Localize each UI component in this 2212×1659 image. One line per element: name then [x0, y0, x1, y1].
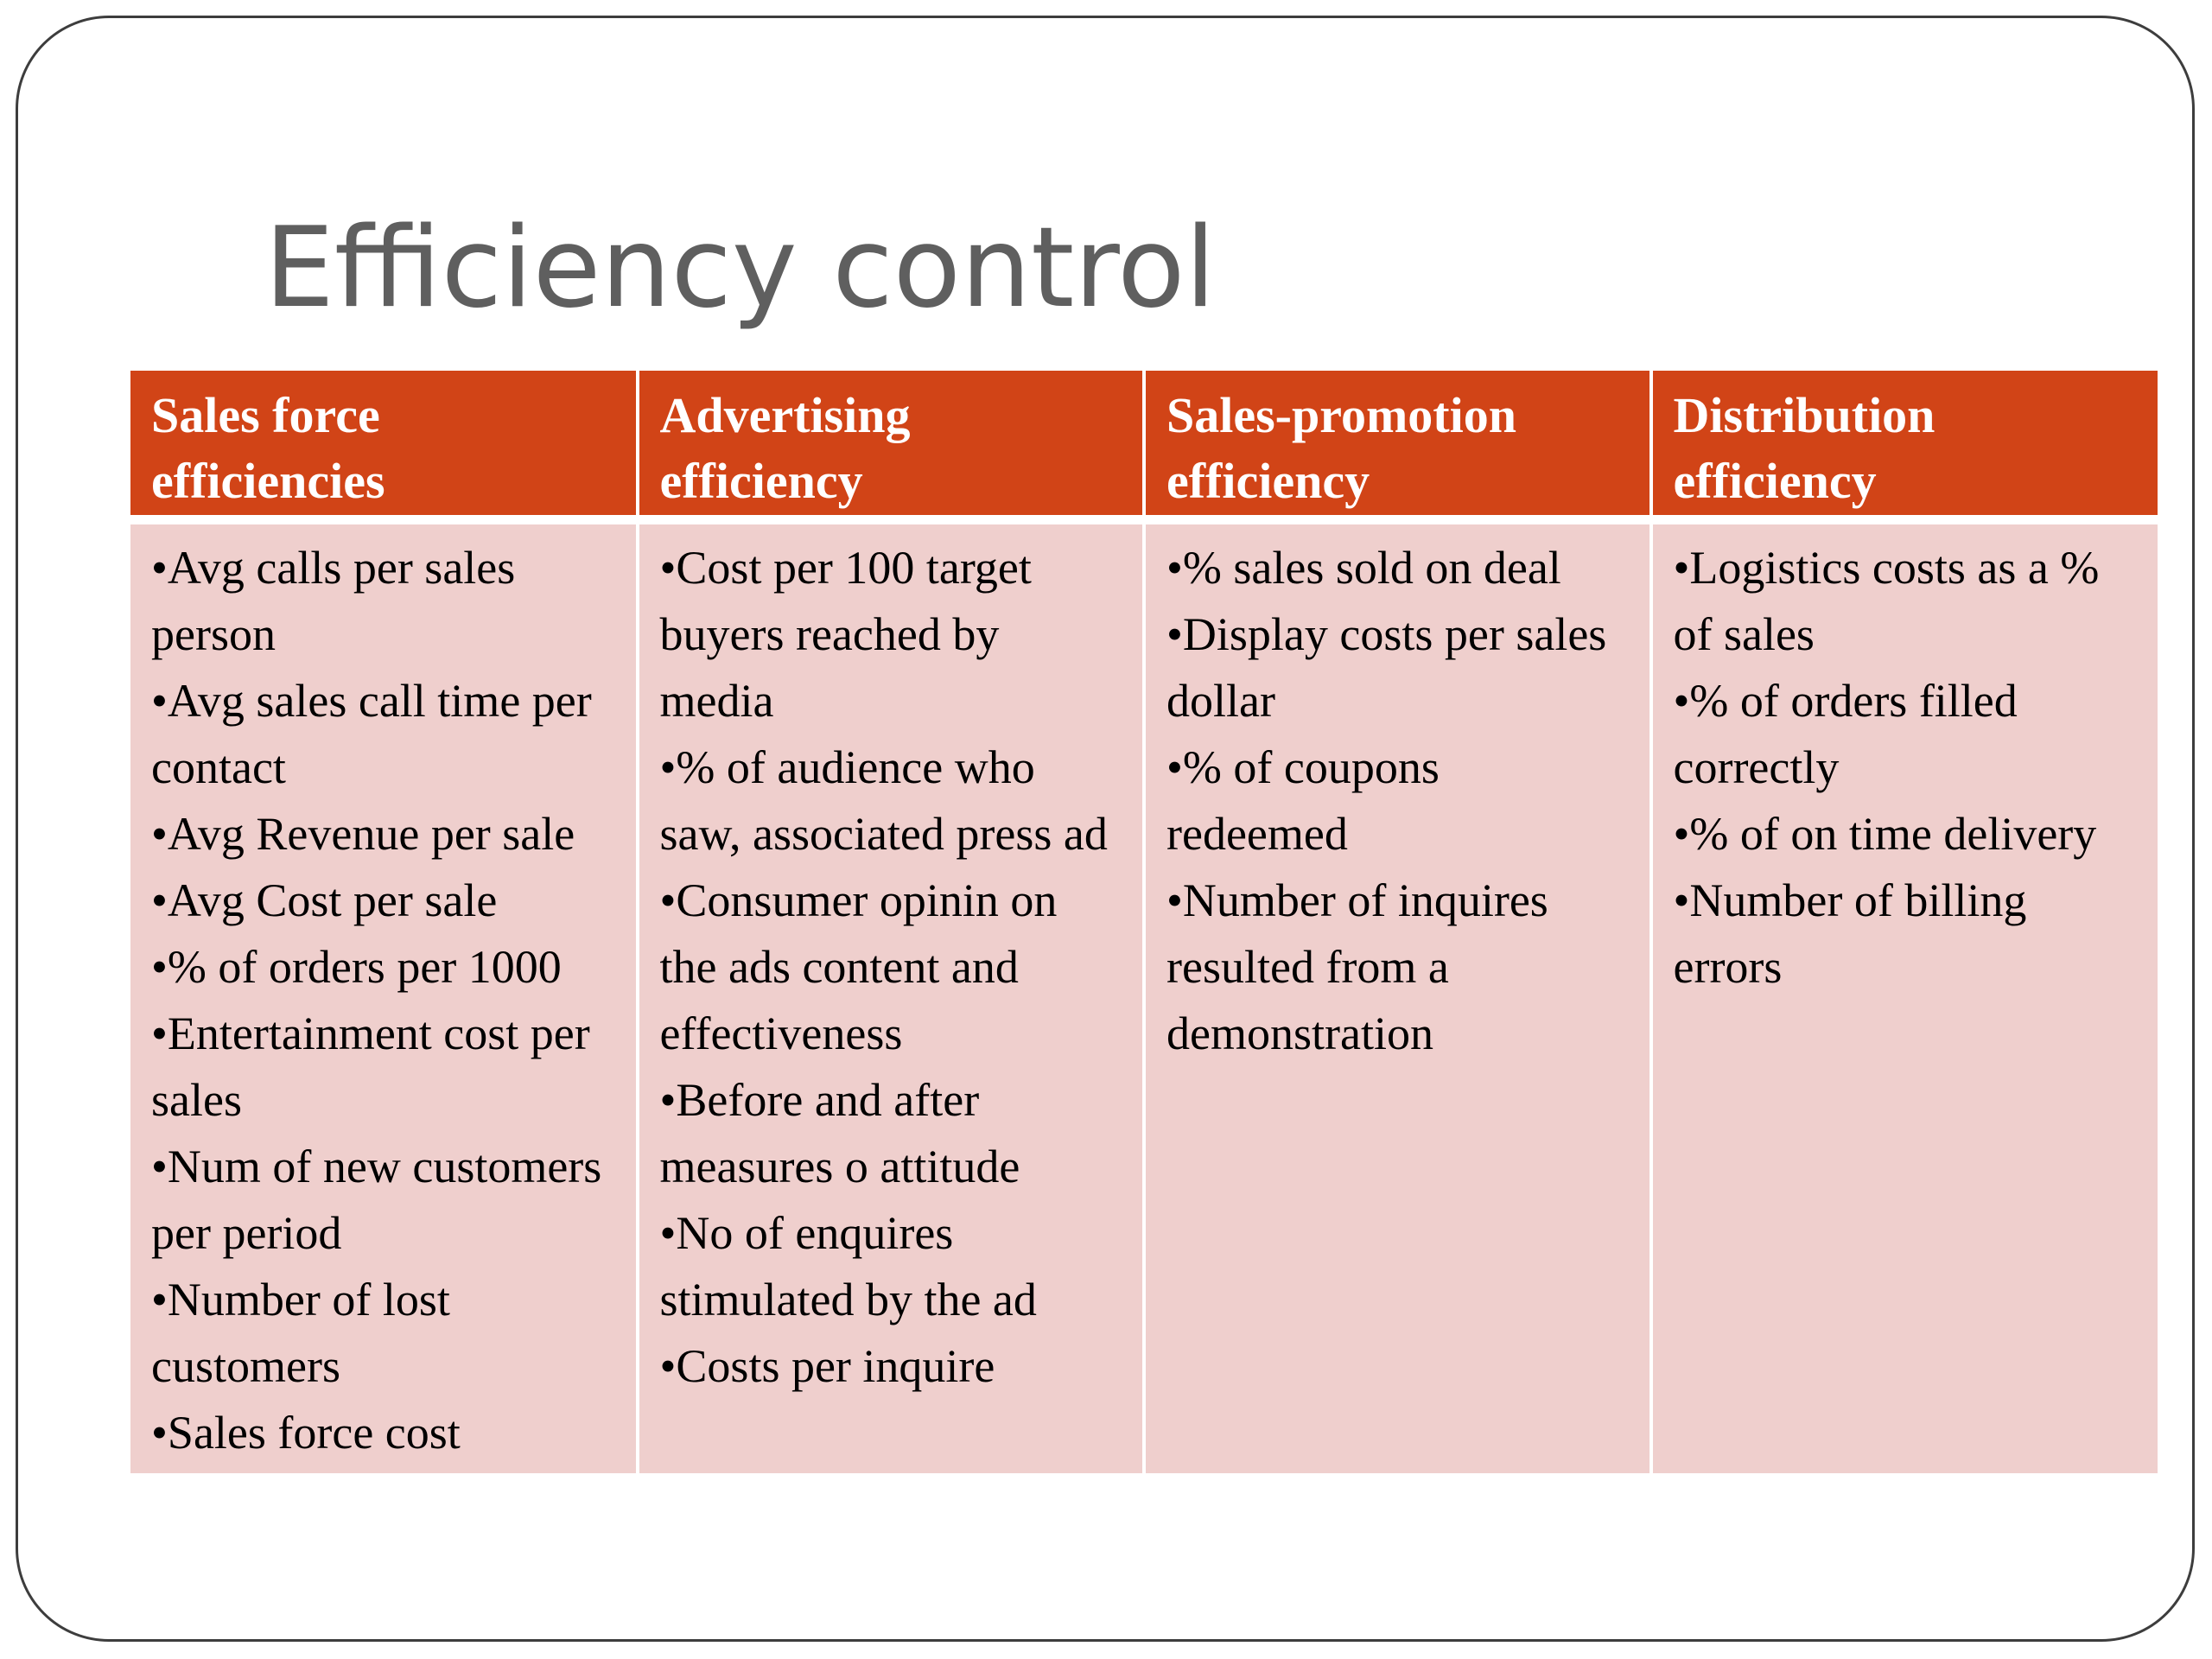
list-item: •Entertainment cost per sales: [151, 1007, 590, 1126]
list-item: •Before and after measures o attitude: [659, 1073, 1020, 1192]
table-header-row: Sales force efficiencies Advertising eff…: [130, 371, 2158, 524]
list-item: •Avg Revenue per sale: [151, 807, 575, 860]
list-item: •Avg sales call time per contact: [151, 674, 592, 793]
table-body-row: •Avg calls per sales person •Avg sales c…: [130, 519, 2158, 1473]
slide-title: Efficiency control: [264, 204, 1216, 333]
list-item: •Costs per inquire: [659, 1339, 995, 1392]
slide-frame: Efficiency control Sales force efficienc…: [16, 16, 2195, 1642]
list-item: •% sales sold on deal: [1166, 541, 1561, 594]
column-header-advertising: Advertising efficiency: [637, 371, 1146, 524]
efficiency-table-container: Sales force efficiencies Advertising eff…: [130, 371, 2158, 1473]
column-header-sales-force: Sales force efficiencies: [130, 371, 639, 524]
column-header-sales-promotion: Sales-promotion efficiency: [1144, 371, 1653, 524]
column-cell-distribution: •Logistics costs as a % of sales •% of o…: [1650, 519, 2158, 1473]
column-cell-advertising: •Cost per 100 target buyers reached by m…: [637, 519, 1146, 1473]
list-item: •Consumer opinin on the ads content and …: [659, 874, 1058, 1059]
list-item: •Number of lost customers: [151, 1273, 450, 1392]
list-item: •Number of inquires resulted from a demo…: [1166, 874, 1548, 1059]
list-item: •% of on time delivery: [1673, 807, 2097, 860]
column-cell-sales-promotion: •% sales sold on deal •Display costs per…: [1144, 519, 1653, 1473]
list-item: •Display costs per sales dollar: [1166, 607, 1607, 727]
list-item: •Avg Cost per sale: [151, 874, 498, 926]
list-item: •% of orders filled correctly: [1673, 674, 2018, 793]
list-item: •Avg calls per sales person: [151, 541, 516, 660]
list-item: •Num of new customers per period: [151, 1140, 602, 1259]
list-item: •Sales force cost: [151, 1406, 461, 1459]
list-item: •Cost per 100 target buyers reached by m…: [659, 541, 1032, 727]
list-item: •% of audience who saw, associated press…: [659, 741, 1108, 860]
column-cell-sales-force: •Avg calls per sales person •Avg sales c…: [130, 519, 639, 1473]
list-item: •No of enquires stimulated by the ad: [659, 1206, 1037, 1325]
efficiency-table: Sales force efficiencies Advertising eff…: [130, 371, 2158, 1473]
column-header-distribution: Distribution efficiency: [1650, 371, 2158, 524]
list-item: •Number of billing errors: [1673, 874, 2027, 993]
list-item: •% of coupons redeemed: [1166, 741, 1440, 860]
list-item: •% of orders per 1000: [151, 940, 562, 993]
list-item: •Logistics costs as a % of sales: [1673, 541, 2100, 660]
